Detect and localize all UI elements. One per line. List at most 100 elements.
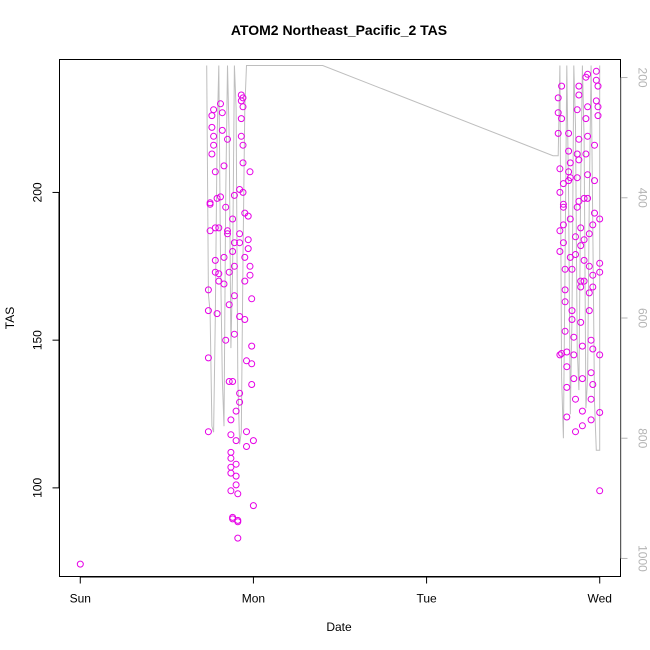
data-point: [568, 265, 576, 273]
data-point: [559, 203, 567, 211]
data-point: [559, 221, 567, 229]
secondary-tick-label: 800: [636, 428, 650, 448]
data-point: [234, 518, 242, 526]
data-point: [229, 248, 237, 255]
data-point: [587, 369, 595, 377]
data-point: [572, 251, 579, 258]
y-tick-label: 100: [31, 478, 45, 498]
data-point: [578, 342, 586, 350]
data-point: [577, 224, 585, 232]
data-point: [213, 310, 221, 318]
line-series-path: [206, 65, 601, 451]
data-point: [573, 174, 581, 182]
data-point: [556, 248, 564, 255]
data-point: [556, 165, 564, 173]
data-point: [248, 381, 256, 388]
data-point: [575, 156, 583, 164]
data-point: [580, 236, 588, 244]
data-point: [236, 389, 244, 397]
data-point: [243, 443, 250, 450]
data-point: [239, 103, 247, 111]
data-point: [594, 103, 602, 111]
data-point: [217, 193, 224, 201]
data-point: [210, 141, 218, 149]
y-axis-label: TAS: [3, 307, 17, 329]
data-point: [570, 351, 578, 359]
data-point: [563, 348, 571, 356]
data-point: [556, 227, 564, 235]
data-point: [232, 472, 240, 480]
data-point: [566, 253, 574, 261]
data-point: [222, 203, 230, 211]
data-point: [580, 256, 588, 264]
data-point: [582, 150, 590, 158]
data-point: [584, 132, 592, 140]
data-point: [591, 141, 598, 149]
data-point: [575, 135, 583, 143]
data-point: [561, 298, 569, 306]
secondary-tick-label: 200: [636, 68, 650, 88]
data-point: [596, 351, 604, 359]
data-point: [220, 280, 228, 288]
data-point: [241, 316, 249, 323]
data-point: [234, 490, 242, 498]
data-point: [249, 437, 257, 445]
data-point: [584, 171, 592, 179]
data-point: [211, 224, 219, 232]
data-point: [575, 197, 583, 205]
data-point: [215, 224, 223, 232]
data-point: [596, 268, 604, 276]
data-point: [244, 212, 252, 220]
data-point: [561, 327, 569, 335]
data-point: [596, 487, 604, 495]
y-axis-right: 200 400 600 800 1000: [620, 68, 650, 572]
data-point: [585, 230, 593, 238]
data-point: [248, 360, 256, 368]
data-point: [589, 221, 597, 229]
data-point: [227, 487, 235, 495]
secondary-tick-label: 600: [636, 308, 650, 328]
plot-area-frame: [59, 59, 621, 577]
data-point: [559, 200, 567, 208]
data-point: [572, 395, 579, 403]
data-point: [76, 560, 84, 568]
data-point: [229, 378, 237, 385]
data-point: [232, 481, 240, 489]
secondary-tick-label: 1000: [636, 545, 650, 572]
data-point: [236, 398, 244, 406]
data-point: [585, 289, 593, 297]
x-tick-label: Wed: [587, 592, 611, 606]
data-point: [580, 277, 588, 285]
data-point: [217, 100, 224, 108]
data-point: [237, 132, 245, 140]
data-point: [206, 199, 214, 207]
data-point: [566, 159, 574, 167]
data-point: [578, 422, 586, 430]
data-point: [558, 115, 566, 123]
data-point: [596, 259, 604, 267]
data-point: [594, 82, 602, 90]
data-point: [229, 215, 237, 223]
data-point: [585, 307, 593, 315]
data-point: [227, 448, 235, 456]
data-point: [587, 395, 595, 403]
data-point: [204, 307, 212, 315]
data-point: [249, 502, 257, 510]
data-point: [578, 375, 586, 383]
data-point: [211, 168, 219, 176]
data-point: [589, 345, 597, 353]
data-point: [566, 174, 574, 182]
data-point: [558, 82, 566, 90]
data-point: [206, 227, 214, 235]
data-point: [563, 363, 571, 371]
data-point: [591, 209, 598, 217]
data-point: [243, 357, 250, 365]
data-point: [246, 271, 254, 279]
data-point: [589, 271, 597, 279]
data-point: [204, 354, 212, 362]
data-point: [554, 94, 562, 102]
data-point: [563, 413, 571, 421]
data-point: [234, 534, 242, 542]
data-point: [241, 277, 249, 285]
